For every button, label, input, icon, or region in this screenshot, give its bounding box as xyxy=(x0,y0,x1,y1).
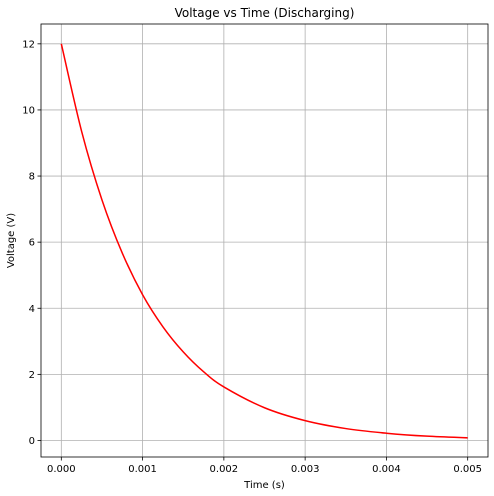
y-tick-label: 10 xyxy=(22,105,35,116)
x-axis: 0.000 0.001 0.002 0.003 0.004 0.005 xyxy=(47,457,482,475)
chart-title: Voltage vs Time (Discharging) xyxy=(175,6,355,20)
x-tick-label: 0.005 xyxy=(453,464,482,475)
y-axis-label: Voltage (V) xyxy=(6,213,17,268)
series-line xyxy=(60,43,468,439)
series-layer xyxy=(60,43,468,439)
grid xyxy=(41,24,488,457)
x-axis-label: Time (s) xyxy=(243,480,285,491)
x-tick-label: 0.003 xyxy=(291,464,320,475)
y-tick-label: 4 xyxy=(29,304,35,315)
x-tick-label: 0.002 xyxy=(210,464,239,475)
x-tick-label: 0.004 xyxy=(372,464,401,475)
y-tick-label: 8 xyxy=(29,172,35,183)
x-tick-label: 0.001 xyxy=(128,464,157,475)
y-tick-label: 0 xyxy=(29,436,35,447)
y-tick-label: 6 xyxy=(29,238,35,249)
plot-frame xyxy=(40,23,489,458)
y-tick-label: 2 xyxy=(29,370,35,381)
x-tick-label: 0.000 xyxy=(47,464,76,475)
y-tick-label: 12 xyxy=(22,39,35,50)
y-axis: 0 2 4 6 8 10 12 xyxy=(22,39,41,447)
